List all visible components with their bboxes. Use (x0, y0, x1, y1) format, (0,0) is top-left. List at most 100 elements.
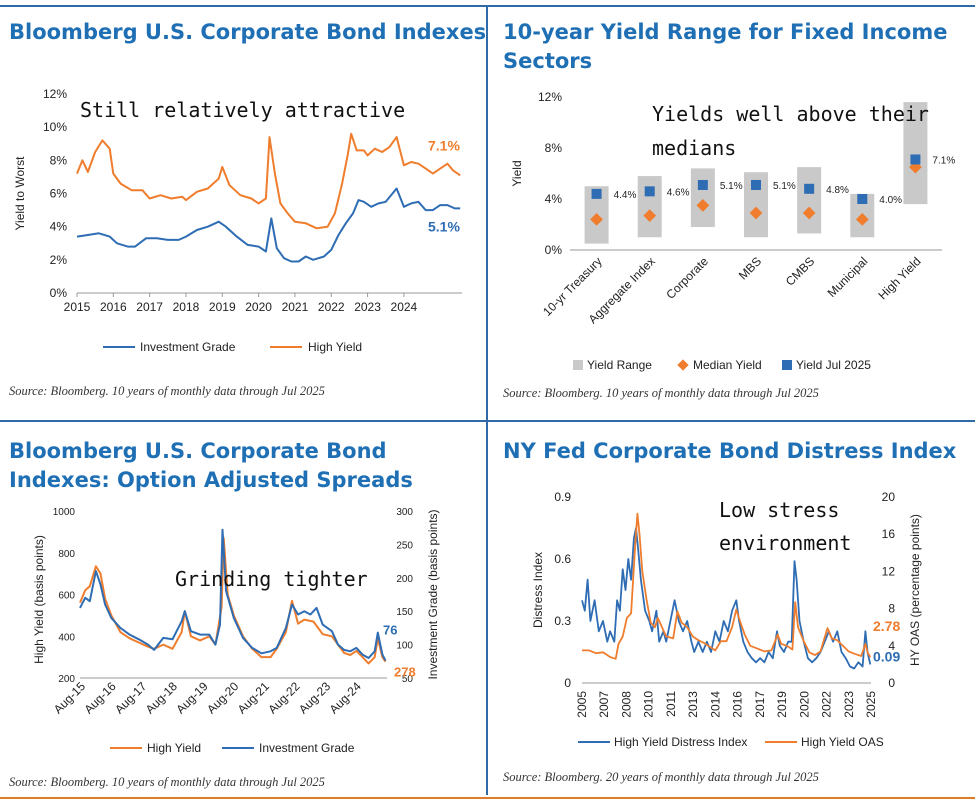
x-tick-label: Aug-19 (173, 679, 210, 716)
y2-tick-label: 50 (402, 674, 414, 685)
y-tick-label: 6% (50, 187, 68, 201)
x-tick-label: 2014 (708, 691, 722, 718)
y-tick-label: 0.6 (554, 552, 571, 566)
x-tick-label: 2020 (797, 691, 811, 718)
category-label: Corporate (663, 254, 711, 302)
panel-3-title-line-1: Bloomberg U.S. Corporate Bond (9, 439, 387, 463)
investment-grade-end-label: 76 (383, 623, 397, 638)
y2-tick-label: 100 (396, 641, 413, 652)
x-tick-label: 2016 (100, 300, 127, 314)
y2-axis-title: Investment Grade (basis points) (426, 509, 440, 679)
oas-chart: 200400600800100050100150200250300Aug-15A… (32, 507, 440, 755)
current-yield-data-label: 7.1% (932, 155, 955, 166)
legend-label-high-yield: High Yield (147, 741, 201, 755)
legend-swatch-yield-jul-2025 (782, 360, 792, 370)
panel-3-title-line-2: Indexes: Option Adjusted Spreads (9, 468, 413, 492)
legend-label-hy-oas: High Yield OAS (801, 735, 884, 749)
x-tick-label: Aug-20 (204, 679, 241, 716)
y2-tick-label: 300 (396, 507, 413, 518)
current-yield-data-label: 4.4% (614, 190, 637, 201)
y-tick-label: 600 (58, 591, 75, 602)
y2-tick-label: 4 (888, 639, 895, 653)
investment-grade-end-label: 5.1% (428, 218, 460, 234)
annotation-text: Grinding tighter (175, 567, 368, 591)
panel-3-title: Bloomberg U.S. Corporate Bond Indexes: O… (9, 437, 413, 495)
panel-4-title: NY Fed Corporate Bond Distress Index (503, 439, 957, 463)
y-tick-label: 0.9 (554, 490, 571, 504)
annotation-text-line-2: medians (652, 136, 736, 160)
x-tick-label: 2023 (842, 691, 856, 718)
x-tick-label: 2019 (775, 691, 789, 718)
x-tick-label: Aug-18 (143, 679, 180, 716)
y2-tick-label: 16 (882, 527, 896, 541)
current-yield-data-label: 5.1% (773, 181, 796, 192)
y-tick-label: 12% (538, 90, 562, 104)
x-tick-label: 2022 (318, 300, 345, 314)
panel-1-title: Bloomberg U.S. Corporate Bond Indexes (9, 20, 487, 44)
current-yield-data-label: 5.1% (720, 181, 743, 192)
x-tick-label: 2022 (820, 691, 834, 718)
bottom-rule (0, 797, 975, 799)
y-tick-label: 0.3 (554, 614, 571, 628)
x-tick-label: Aug-22 (265, 679, 302, 716)
x-tick-label: 2017 (753, 691, 767, 718)
center-divider (486, 5, 488, 795)
x-tick-label: Aug-17 (112, 679, 149, 716)
current-yield-marker (910, 154, 921, 165)
y-tick-label: 4% (50, 220, 68, 234)
x-tick-label: 2025 (864, 691, 878, 718)
median-marker (802, 206, 816, 220)
y-tick-label: 1000 (53, 507, 76, 518)
legend-swatch-median-yield (677, 359, 689, 371)
series-line-high-yield (79, 537, 387, 665)
x-tick-label: Aug-23 (296, 679, 333, 716)
panel-3-source: Source: Bloomberg. 10 years of monthly d… (9, 775, 325, 789)
y-axis-title: Yield to Worst (13, 156, 27, 231)
y-tick-label: 2% (50, 253, 68, 267)
x-tick-label: 2010 (642, 691, 656, 718)
distress-index-chart: 0 0.3 0.6 0.9 0 4 8 12 16 20 2005 2007 2008 2010 2011 2… (531, 490, 922, 749)
category-label: MBS (736, 254, 764, 282)
current-yield-marker (751, 179, 761, 190)
high-yield-end-label: 278 (394, 665, 416, 680)
y-tick-label: 4% (545, 192, 563, 206)
x-tick-label: Aug-16 (81, 679, 118, 716)
x-tick-label: 2018 (173, 300, 200, 314)
x-tick-label: 2021 (282, 300, 309, 314)
x-tick-label: Aug-24 (327, 679, 364, 716)
panel-2-title: 10-year Yield Range for Fixed Income Sec… (503, 18, 947, 76)
y-tick-label: 400 (58, 632, 75, 643)
current-yield-marker (804, 183, 815, 194)
legend-label-investment-grade: Investment Grade (140, 340, 236, 354)
hy-oas-end-label: 2.78 (873, 618, 900, 634)
legend-label-high-yield: High Yield (308, 340, 362, 354)
range-bar (690, 168, 715, 228)
y2-tick-label: 0 (888, 676, 895, 690)
current-yield-marker (857, 194, 868, 204)
legend-swatch-yield-range (573, 360, 583, 370)
x-tick-label: 2007 (597, 691, 611, 718)
annotation-text-line-1: Low stress (719, 498, 839, 522)
current-yield-marker (591, 188, 602, 199)
y-axis-title: Distress Index (531, 552, 545, 628)
y-tick-label: 12% (43, 87, 67, 101)
legend-label-median-yield: Median Yield (693, 358, 762, 372)
y-axis-title: Yield (510, 160, 524, 186)
current-yield-data-label: 4.8% (826, 185, 849, 196)
median-marker (696, 199, 710, 212)
y-tick-label: 8% (50, 153, 68, 167)
y-tick-label: 0% (50, 286, 68, 300)
series-line-blue (76, 187, 461, 263)
x-tick-label: 2013 (686, 691, 700, 718)
range-bar (903, 102, 928, 205)
y2-tick-label: 150 (396, 607, 413, 618)
legend-label-investment-grade: Investment Grade (259, 741, 355, 755)
current-yield-data-label: 4.0% (879, 195, 902, 206)
current-yield-data-label: 4.6% (667, 187, 690, 198)
y2-tick-label: 250 (396, 540, 413, 551)
current-yield-marker (697, 179, 708, 190)
range-bar (637, 176, 662, 238)
x-tick-label: 2015 (64, 300, 91, 314)
panel-2-title-line-1: 10-year Yield Range for Fixed Income (503, 20, 948, 44)
x-tick-label: 2024 (391, 300, 418, 314)
